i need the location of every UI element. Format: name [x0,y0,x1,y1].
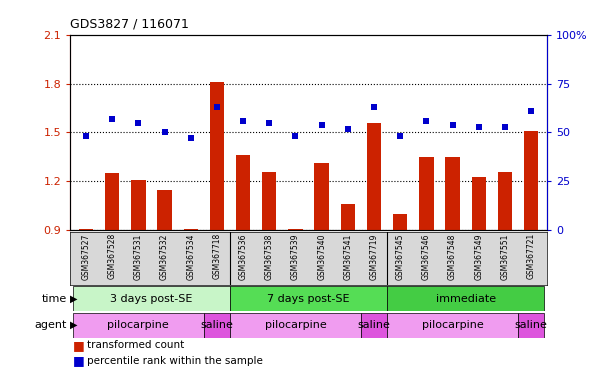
Bar [361,313,387,338]
Bar [341,204,355,230]
Bar [210,82,224,230]
Text: GSM367528: GSM367528 [108,233,117,280]
Point [212,104,222,110]
Text: pilocarpine: pilocarpine [108,320,169,330]
Text: percentile rank within the sample: percentile rank within the sample [87,356,263,366]
Text: GSM367536: GSM367536 [238,233,247,280]
Point [238,118,248,124]
Text: GSM367541: GSM367541 [343,233,353,280]
Point [265,120,274,126]
Text: GSM367538: GSM367538 [265,233,274,280]
Point [159,129,169,136]
Text: GSM367546: GSM367546 [422,233,431,280]
Text: GSM367548: GSM367548 [448,233,457,280]
Point [291,133,301,139]
Text: immediate: immediate [436,294,496,304]
Text: agent: agent [35,320,67,330]
Point [422,118,431,124]
Text: ■: ■ [73,354,85,367]
Text: ▶: ▶ [70,294,77,304]
Text: 3 days post-SE: 3 days post-SE [110,294,192,304]
Point [369,104,379,110]
Text: GSM367539: GSM367539 [291,233,300,280]
Text: GSM367719: GSM367719 [370,233,379,280]
Bar [204,313,230,338]
Bar [183,229,198,230]
Point [448,122,458,128]
Bar [105,173,119,230]
Bar [393,214,408,230]
Text: GSM367721: GSM367721 [527,233,536,280]
Bar [230,313,361,338]
Text: ■: ■ [73,339,85,352]
Bar [79,229,93,230]
Bar [387,286,544,311]
Text: GSM367551: GSM367551 [500,233,510,280]
Bar [445,157,459,230]
Point [316,122,326,128]
Bar [315,164,329,230]
Bar [518,313,544,338]
Text: saline: saline [200,320,233,330]
Bar [524,131,538,230]
Point [526,108,536,114]
Bar [131,180,145,230]
Bar [367,123,381,230]
Text: GDS3827 / 116071: GDS3827 / 116071 [70,18,189,31]
Point [500,124,510,130]
Bar [236,156,251,230]
Text: time: time [42,294,67,304]
Text: saline: saline [357,320,390,330]
Text: GSM367718: GSM367718 [213,233,221,280]
Text: ▶: ▶ [70,320,77,330]
Text: pilocarpine: pilocarpine [422,320,483,330]
Text: saline: saline [514,320,547,330]
Text: 7 days post-SE: 7 days post-SE [267,294,350,304]
Text: GSM367527: GSM367527 [81,233,90,280]
Bar [419,157,434,230]
Bar [73,286,230,311]
Bar [230,286,387,311]
Text: GSM367549: GSM367549 [474,233,483,280]
Point [108,116,117,122]
Point [186,135,196,141]
Text: GSM367545: GSM367545 [396,233,404,280]
Text: GSM367532: GSM367532 [160,233,169,280]
Bar [472,177,486,230]
Point [133,120,143,126]
Text: GSM367534: GSM367534 [186,233,196,280]
Point [343,126,353,132]
Text: pilocarpine: pilocarpine [265,320,326,330]
Point [81,133,91,139]
Bar [288,229,302,230]
Point [474,124,484,130]
Text: transformed count: transformed count [87,340,185,350]
Text: GSM367540: GSM367540 [317,233,326,280]
Bar [498,172,512,230]
Bar [262,172,276,230]
Bar [73,313,204,338]
Bar [158,190,172,230]
Text: GSM367531: GSM367531 [134,233,143,280]
Bar [387,313,518,338]
Point [395,133,405,139]
